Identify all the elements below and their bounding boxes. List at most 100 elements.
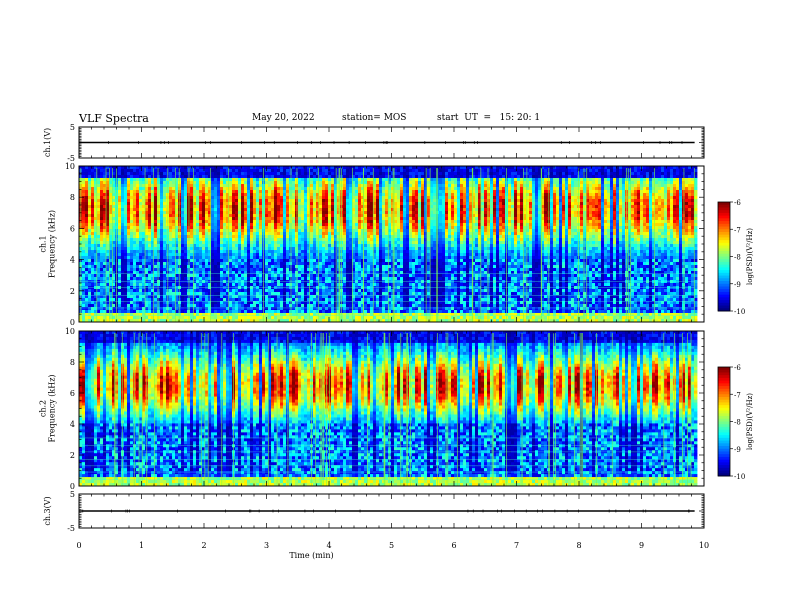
- spectrogram-cell: [271, 205, 274, 208]
- spectrogram-cell: [82, 202, 85, 205]
- spectrogram-cell: [232, 259, 235, 262]
- spectrogram-cell: [331, 205, 334, 208]
- spectrogram-cell: [343, 274, 346, 277]
- spectrogram-cell: [286, 238, 289, 241]
- spectrogram-cell: [97, 250, 100, 253]
- spectrogram-cell: [250, 262, 253, 265]
- spectrogram-cell: [232, 238, 235, 241]
- spectrogram-cell: [82, 244, 85, 247]
- spectrogram-cell: [190, 292, 193, 295]
- spectrogram-cell: [247, 247, 250, 250]
- spectrogram-cell: [199, 169, 202, 172]
- spectrogram-cell: [100, 214, 103, 217]
- spectrogram-cell: [196, 241, 199, 244]
- spectrogram-cell: [118, 241, 121, 244]
- spectrogram-cell: [280, 193, 283, 196]
- spectrogram-cell: [343, 184, 346, 187]
- spectrogram-cell: [97, 259, 100, 262]
- spectrogram-cell: [229, 274, 232, 277]
- spectrogram-cell: [151, 205, 154, 208]
- spectrogram-cell: [265, 220, 268, 223]
- spectrogram-cell: [163, 196, 166, 199]
- spectrogram-cell: [139, 229, 142, 232]
- spectrogram-cell: [328, 262, 331, 265]
- spectrogram-cell: [169, 190, 172, 193]
- spectrogram-cell: [145, 250, 148, 253]
- spectrogram-cell: [223, 220, 226, 223]
- spectrogram-cell: [169, 199, 172, 202]
- spectrogram-cell: [355, 181, 358, 184]
- spectrogram-cell: [304, 220, 307, 223]
- spectrogram-cell: [334, 187, 337, 190]
- spectrogram-cell: [139, 316, 142, 319]
- spectrogram-cell: [217, 208, 220, 211]
- spectrogram-cell: [292, 190, 295, 193]
- spectrogram-cell: [91, 256, 94, 259]
- spectrogram-cell: [304, 256, 307, 259]
- spectrogram-cell: [334, 172, 337, 175]
- spectrogram-cell: [118, 244, 121, 247]
- spectrogram-cell: [241, 199, 244, 202]
- spectrogram-cell: [223, 304, 226, 307]
- spectrogram-cell: [100, 238, 103, 241]
- spectrogram-cell: [133, 244, 136, 247]
- spectrogram-cell: [286, 178, 289, 181]
- spectrogram-cell: [265, 283, 268, 286]
- spectrogram-cell: [283, 172, 286, 175]
- spectrogram-cell: [277, 181, 280, 184]
- spectrogram-cell: [139, 199, 142, 202]
- spectrogram-cell: [205, 247, 208, 250]
- spectrogram-cell: [154, 298, 157, 301]
- spectrogram-cell: [91, 178, 94, 181]
- spectrogram-cell: [211, 178, 214, 181]
- spectrogram-cell: [355, 178, 358, 181]
- spectrogram-cell: [229, 316, 232, 319]
- spectrogram-cell: [298, 172, 301, 175]
- spectrogram-cell: [346, 277, 349, 280]
- spectrogram-cell: [184, 241, 187, 244]
- spectrogram-cell: [355, 247, 358, 250]
- spectrogram-cell: [244, 310, 247, 313]
- spectrogram-cell: [274, 274, 277, 277]
- spectrogram-cell: [172, 247, 175, 250]
- spectrogram-cell: [130, 310, 133, 313]
- spectrogram-cell: [211, 247, 214, 250]
- spectrogram-cell: [181, 250, 184, 253]
- spectrogram-cell: [277, 250, 280, 253]
- spectrogram-cell: [106, 190, 109, 193]
- spectrogram-cell: [232, 223, 235, 226]
- spectrogram-cell: [88, 292, 91, 295]
- spectrogram-cell: [145, 196, 148, 199]
- spectrogram-cell: [331, 232, 334, 235]
- spectrogram-cell: [316, 202, 319, 205]
- spectrogram-cell: [346, 316, 349, 319]
- spectrogram-cell: [124, 211, 127, 214]
- spectrogram-cell: [136, 232, 139, 235]
- spectrogram-cell: [349, 238, 352, 241]
- spectrogram-cell: [292, 232, 295, 235]
- spectrogram-cell: [184, 307, 187, 310]
- spectrogram-cell: [169, 310, 172, 313]
- spectrogram-cell: [88, 214, 91, 217]
- spectrogram-cell: [124, 199, 127, 202]
- spectrogram-cell: [217, 217, 220, 220]
- spectrogram-cell: [244, 307, 247, 310]
- spectrogram-cell: [172, 277, 175, 280]
- spectrogram-cell: [181, 256, 184, 259]
- spectrogram-cell: [331, 172, 334, 175]
- spectrogram-cell: [211, 244, 214, 247]
- spectrogram-cell: [256, 277, 259, 280]
- spectrogram-cell: [229, 175, 232, 178]
- spectrogram-cell: [124, 274, 127, 277]
- spectrogram-cell: [121, 280, 124, 283]
- spectrogram-cell: [163, 169, 166, 172]
- spectrogram-cell: [121, 181, 124, 184]
- spectrogram-cell: [178, 253, 181, 256]
- spectrogram-cell: [256, 223, 259, 226]
- spectrogram-cell: [343, 238, 346, 241]
- spectrogram-cell: [151, 283, 154, 286]
- spectrogram-cell: [169, 202, 172, 205]
- spectrogram-cell: [304, 172, 307, 175]
- spectrogram-cell: [151, 196, 154, 199]
- spectrogram-cell: [343, 265, 346, 268]
